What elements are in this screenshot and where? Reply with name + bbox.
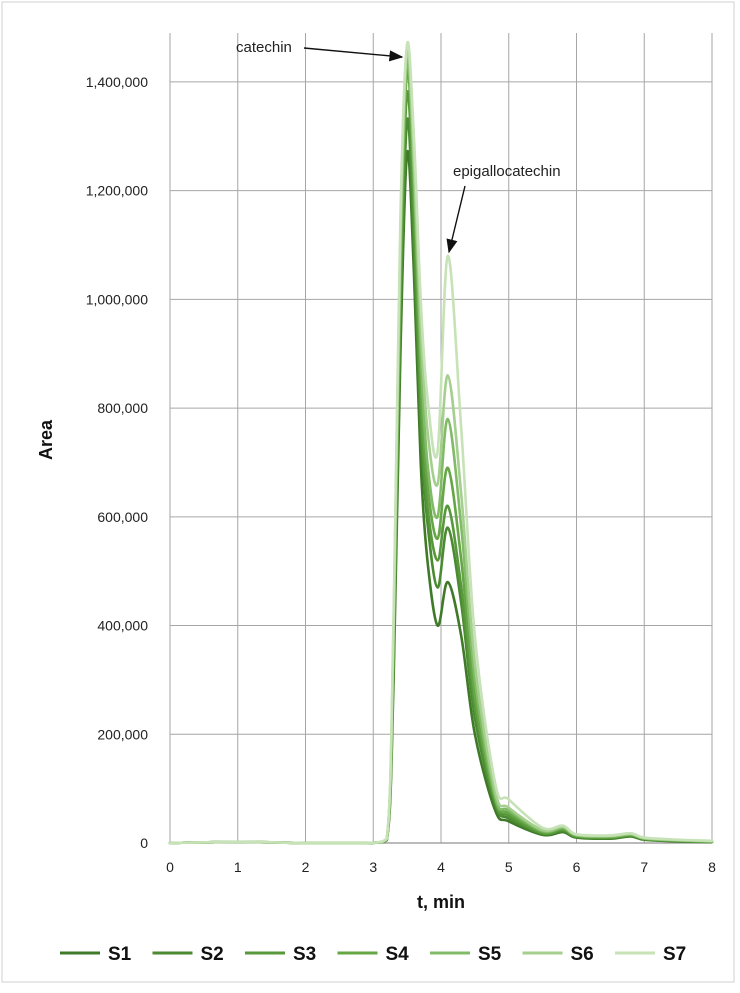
legend-label-s7: S7 xyxy=(663,944,686,965)
x-tick-label: 8 xyxy=(708,859,716,875)
x-tick-label: 7 xyxy=(640,859,648,875)
x-tick-label: 0 xyxy=(166,859,174,875)
legend-label-s6: S6 xyxy=(571,944,594,965)
y-tick-label: 1,400,000 xyxy=(86,74,148,90)
x-axis-title: t, min xyxy=(417,892,465,912)
y-axis-title: Area xyxy=(36,419,56,460)
legend-label-s4: S4 xyxy=(386,944,410,965)
y-tick-label: 400,000 xyxy=(97,618,148,634)
y-tick-label: 600,000 xyxy=(97,509,148,525)
x-tick-label: 5 xyxy=(505,859,513,875)
y-tick-label: 1,200,000 xyxy=(86,183,148,199)
legend-label-s1: S1 xyxy=(108,944,132,965)
y-tick-labels: 0 200,000 400,000 600,000 800,000 1,000,000 1,… xyxy=(86,74,149,851)
x-tick-label: 4 xyxy=(437,859,445,875)
legend-label-s5: S5 xyxy=(478,944,502,965)
annotation-catechin-arrow xyxy=(303,47,404,62)
x-tick-label: 1 xyxy=(234,859,242,875)
annotation-epigallocatechin-arrow xyxy=(446,185,466,254)
legend-label-s2: S2 xyxy=(201,944,224,965)
annotation-catechin: catechin xyxy=(236,39,292,56)
grid xyxy=(169,33,713,844)
series-line-s7 xyxy=(168,40,714,845)
x-tick-label: 2 xyxy=(302,859,310,875)
annotations: catechin epigallocatechin xyxy=(236,39,561,254)
annotation-epigallocatechin: epigallocatechin xyxy=(453,163,561,180)
x-tick-labels: 0 1 2 3 4 5 6 7 8 xyxy=(166,859,716,875)
series-layer xyxy=(168,40,714,845)
legend: S1 S2 S3 S4 S5 S6 S7 xyxy=(60,944,686,965)
legend-label-s3: S3 xyxy=(293,944,316,965)
y-tick-label: 800,000 xyxy=(97,400,148,416)
x-tick-label: 3 xyxy=(369,859,377,875)
x-tick-label: 6 xyxy=(573,859,581,875)
y-tick-label: 1,000,000 xyxy=(86,291,148,307)
y-tick-label: 0 xyxy=(140,835,148,851)
y-tick-label: 200,000 xyxy=(97,726,148,742)
